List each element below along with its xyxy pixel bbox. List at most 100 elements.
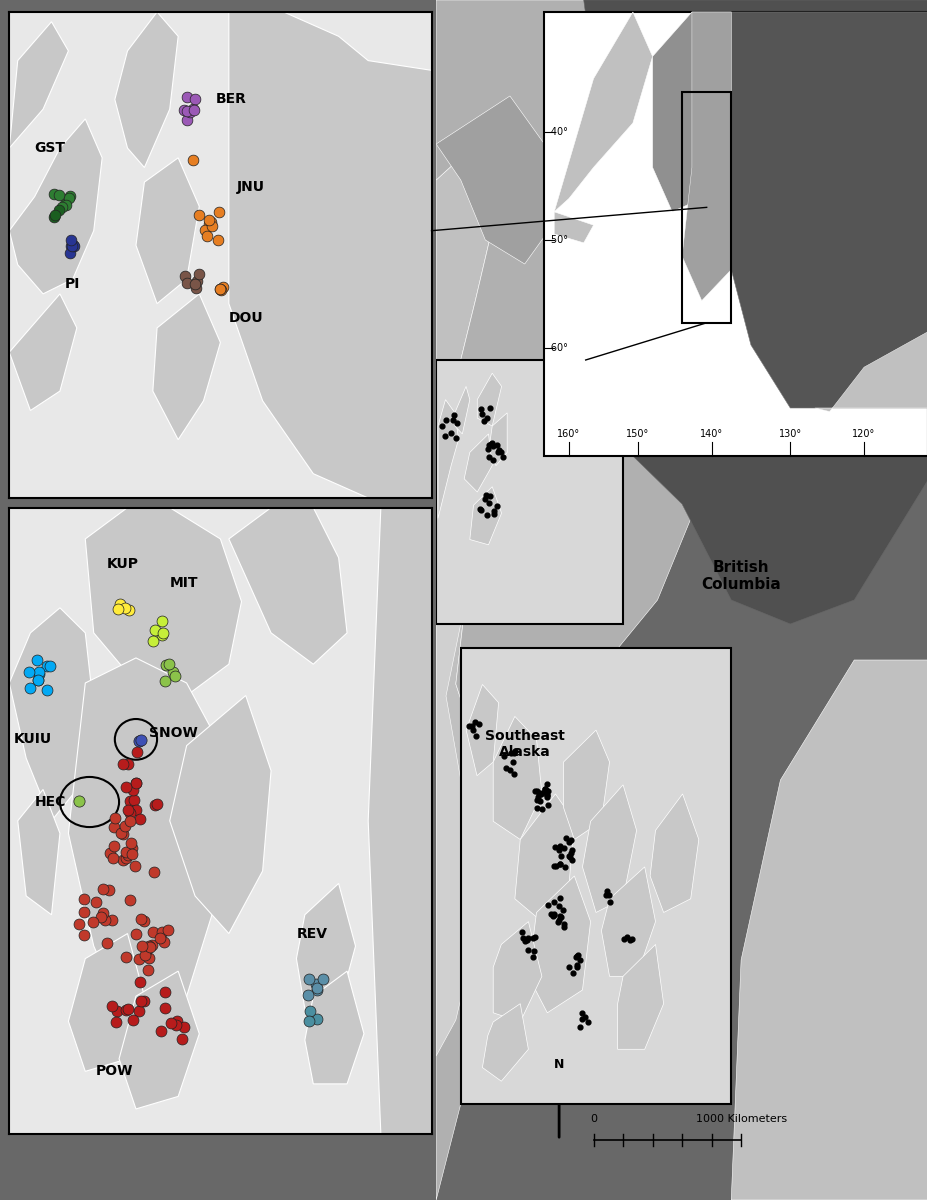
Point — [561, 958, 576, 977]
Point — [167, 667, 182, 686]
Text: 120°: 120° — [852, 428, 875, 439]
Point — [191, 205, 206, 224]
Point — [480, 439, 495, 458]
Point — [554, 900, 569, 919]
Point — [540, 786, 554, 805]
Point — [461, 716, 476, 736]
Point — [477, 490, 492, 509]
Polygon shape — [583, 0, 927, 624]
Point — [141, 936, 156, 955]
Point — [517, 931, 532, 950]
Text: HEC: HEC — [34, 796, 66, 809]
Point — [556, 858, 571, 877]
Point — [119, 778, 133, 797]
Point — [94, 907, 108, 926]
Point — [31, 670, 45, 689]
Point — [473, 499, 488, 518]
Point — [30, 650, 44, 670]
Polygon shape — [115, 12, 178, 168]
Point — [572, 1016, 587, 1036]
Bar — [544, 12, 927, 456]
Point — [105, 996, 120, 1015]
Point — [552, 854, 566, 874]
Text: 140°: 140° — [699, 428, 722, 439]
Point — [481, 434, 496, 454]
Point — [598, 886, 613, 905]
Point — [315, 970, 330, 989]
Point — [116, 824, 131, 844]
Point — [473, 500, 488, 520]
Point — [141, 949, 156, 968]
Point — [179, 274, 194, 293]
Polygon shape — [652, 12, 730, 211]
Point — [505, 744, 520, 763]
Point — [552, 854, 567, 874]
Polygon shape — [563, 730, 609, 840]
Polygon shape — [436, 384, 524, 1056]
Point — [102, 880, 117, 899]
Point — [471, 714, 486, 733]
Point — [538, 779, 552, 798]
Point — [303, 1001, 318, 1020]
Point — [534, 800, 549, 820]
Text: N: N — [553, 1058, 564, 1070]
Point — [116, 755, 131, 774]
Point — [40, 656, 55, 676]
Point — [526, 947, 540, 966]
Point — [189, 278, 204, 298]
Point — [132, 973, 146, 992]
Point — [212, 280, 227, 299]
Text: BER: BER — [216, 92, 247, 107]
Point — [529, 781, 544, 800]
Polygon shape — [9, 294, 77, 410]
Point — [163, 1013, 178, 1032]
Point — [133, 731, 148, 750]
Point — [133, 910, 148, 929]
Polygon shape — [436, 96, 558, 264]
Text: 1000 Kilometers: 1000 Kilometers — [695, 1114, 786, 1124]
Point — [165, 662, 180, 682]
Point — [489, 497, 504, 516]
Point — [482, 486, 497, 505]
Point — [568, 948, 583, 967]
Point — [123, 833, 138, 852]
Text: POW: POW — [96, 1064, 133, 1079]
Point — [564, 841, 578, 860]
Point — [139, 942, 154, 961]
Point — [126, 791, 141, 810]
Point — [531, 791, 546, 810]
Point — [121, 600, 136, 619]
Point — [438, 426, 452, 445]
Point — [132, 949, 146, 968]
Point — [46, 185, 61, 204]
Point — [569, 958, 584, 977]
Text: –60°: –60° — [546, 343, 568, 353]
Point — [625, 930, 640, 949]
Polygon shape — [469, 487, 501, 545]
Polygon shape — [553, 12, 652, 211]
Text: 150°: 150° — [626, 428, 649, 439]
Point — [122, 803, 137, 822]
Polygon shape — [136, 157, 199, 304]
Point — [478, 485, 493, 504]
Point — [134, 937, 149, 956]
Point — [147, 796, 162, 815]
Point — [619, 928, 634, 947]
Point — [179, 88, 194, 107]
Text: KUP: KUP — [107, 557, 138, 571]
Point — [479, 408, 494, 427]
Point — [104, 911, 119, 930]
Point — [136, 991, 151, 1010]
Point — [129, 774, 144, 793]
Point — [146, 631, 160, 650]
Point — [301, 1012, 316, 1031]
Point — [168, 1015, 183, 1034]
Point — [122, 890, 137, 910]
Polygon shape — [436, 144, 495, 1020]
Point — [569, 955, 584, 974]
Point — [505, 764, 520, 784]
Point — [487, 504, 502, 523]
Point — [130, 743, 145, 762]
Point — [65, 235, 80, 254]
Point — [310, 978, 324, 997]
